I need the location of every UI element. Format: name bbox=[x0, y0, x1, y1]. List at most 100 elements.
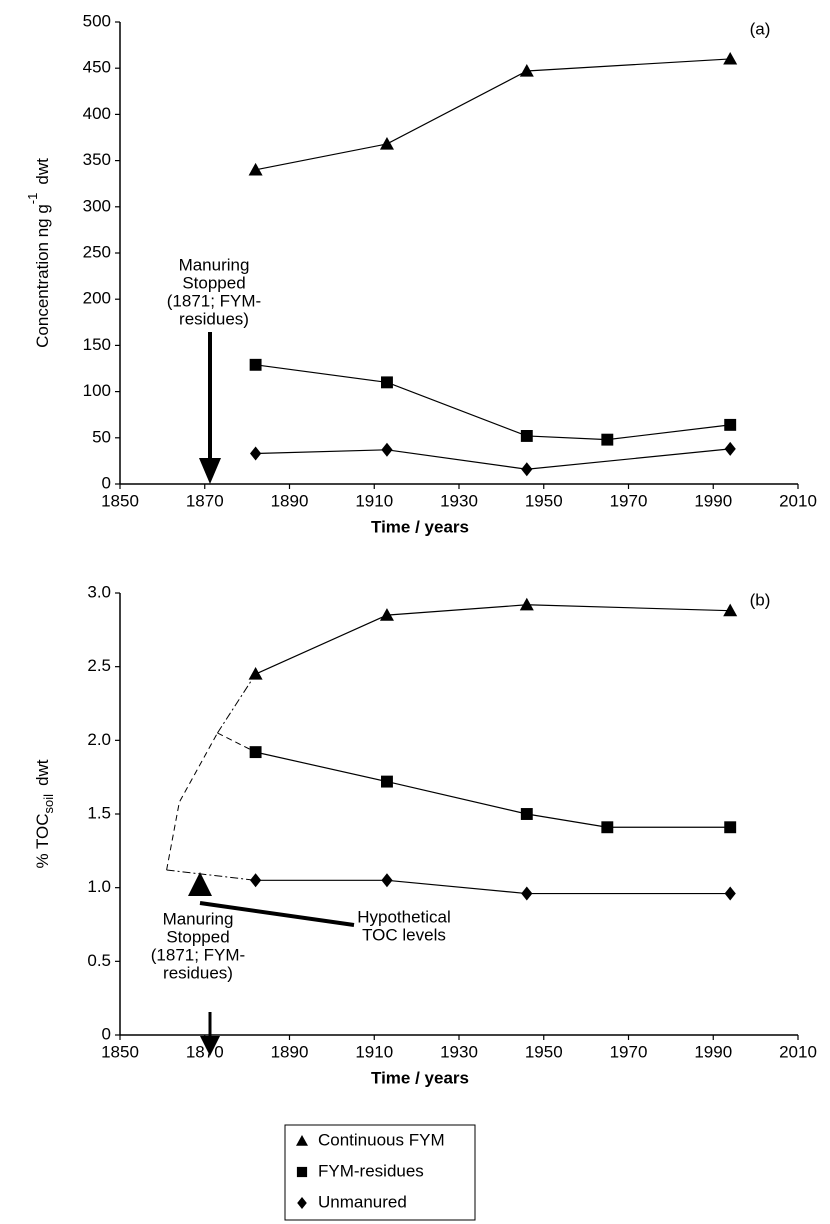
legend-marker bbox=[296, 1135, 308, 1146]
y-tick-label: 500 bbox=[83, 11, 111, 30]
annotation: residues) bbox=[163, 963, 233, 982]
series-line bbox=[255, 58, 731, 171]
annotation: Hypothetical bbox=[357, 907, 451, 926]
x-tick-label: 1850 bbox=[101, 491, 139, 510]
annotation: (1871; FYM- bbox=[151, 945, 245, 964]
y-tick-label: 200 bbox=[83, 289, 111, 308]
annotation: Manuring bbox=[179, 255, 250, 274]
series-line bbox=[255, 604, 731, 675]
data-point bbox=[248, 162, 263, 176]
annotation: (1871; FYM- bbox=[167, 291, 261, 310]
x-tick-label: 1990 bbox=[694, 491, 732, 510]
y-tick-label: 100 bbox=[83, 381, 111, 400]
legend-marker bbox=[296, 1166, 308, 1178]
data-point bbox=[381, 376, 393, 389]
x-axis-title: Time / years bbox=[371, 517, 469, 536]
x-tick-label: 1850 bbox=[101, 1042, 139, 1061]
x-tick-label: 1950 bbox=[525, 491, 563, 510]
x-tick-label: 1970 bbox=[610, 491, 648, 510]
data-point bbox=[379, 136, 394, 150]
data-point bbox=[250, 446, 262, 461]
annotation-arrowhead bbox=[200, 1036, 220, 1056]
hypothetical-line bbox=[217, 673, 257, 734]
y-tick-label: 450 bbox=[83, 58, 111, 77]
hypothetical-line bbox=[217, 732, 256, 753]
y-tick-label: 250 bbox=[83, 242, 111, 261]
y-tick-label: 50 bbox=[92, 427, 111, 446]
data-point bbox=[520, 430, 533, 442]
x-tick-label: 1990 bbox=[694, 1042, 732, 1061]
series-line bbox=[255, 751, 731, 828]
y-axis-title-sub: soil bbox=[41, 794, 56, 814]
y-axis-title-unit: dwt bbox=[33, 759, 52, 786]
x-tick-label: 1950 bbox=[525, 1042, 563, 1061]
data-point bbox=[521, 462, 533, 477]
data-point bbox=[248, 667, 263, 680]
data-point bbox=[724, 821, 737, 834]
x-tick-label: 1870 bbox=[186, 491, 224, 510]
annotation: TOC levels bbox=[362, 925, 446, 944]
y-tick-label: 0 bbox=[102, 473, 111, 492]
y-tick-label: 1.0 bbox=[87, 877, 111, 896]
annotation: Stopped bbox=[182, 273, 245, 292]
data-point bbox=[379, 608, 394, 621]
x-tick-label: 1970 bbox=[610, 1042, 648, 1061]
legend-label: FYM-residues bbox=[318, 1161, 424, 1180]
y-tick-label: 3.0 bbox=[87, 582, 111, 601]
annotation: Manuring bbox=[163, 909, 234, 928]
data-point bbox=[724, 886, 736, 901]
y-tick-label: 150 bbox=[83, 335, 111, 354]
annotation-marker bbox=[188, 872, 212, 896]
series-line bbox=[255, 364, 731, 441]
y-tick-label: 0.5 bbox=[87, 951, 111, 970]
data-point bbox=[381, 442, 393, 457]
y-tick-label: 0 bbox=[102, 1024, 111, 1043]
y-tick-label: 350 bbox=[83, 150, 111, 169]
y-tick-label: 300 bbox=[83, 196, 111, 215]
y-axis-title-main: % TOC bbox=[33, 813, 52, 868]
y-tick-label: 2.0 bbox=[87, 730, 111, 749]
data-point bbox=[601, 821, 614, 834]
data-point bbox=[520, 808, 533, 820]
data-point bbox=[519, 63, 534, 77]
annotation: Stopped bbox=[166, 927, 229, 946]
legend-marker bbox=[297, 1197, 307, 1209]
x-tick-label: 1910 bbox=[355, 1042, 393, 1061]
panel-label: (b) bbox=[750, 590, 771, 609]
data-point bbox=[724, 418, 737, 431]
y-axis-title-unit: dwt bbox=[33, 158, 52, 185]
hypothetical-line bbox=[166, 869, 256, 881]
data-point bbox=[723, 603, 738, 617]
data-point bbox=[724, 441, 736, 456]
y-tick-label: 2.5 bbox=[87, 656, 111, 675]
legend-box bbox=[284, 1124, 476, 1221]
data-point bbox=[381, 873, 393, 888]
x-tick-label: 1890 bbox=[271, 1042, 309, 1061]
x-axis-title: Time / years bbox=[371, 1068, 469, 1087]
legend-label: Continuous FYM bbox=[318, 1130, 445, 1149]
y-tick-label: 1.5 bbox=[87, 803, 111, 822]
legend-label: Unmanured bbox=[318, 1192, 407, 1211]
data-point bbox=[723, 51, 738, 65]
panel-label: (a) bbox=[750, 19, 771, 38]
x-tick-label: 2010 bbox=[779, 491, 817, 510]
data-point bbox=[250, 873, 262, 888]
y-tick-label: 400 bbox=[83, 104, 111, 123]
annotation: residues) bbox=[179, 309, 249, 328]
annotation-arrowhead bbox=[199, 458, 221, 484]
x-tick-label: 2010 bbox=[779, 1042, 817, 1061]
x-tick-label: 1930 bbox=[440, 1042, 478, 1061]
y-axis-title-main: Concentration ng g bbox=[33, 204, 52, 348]
x-tick-label: 1890 bbox=[271, 491, 309, 510]
x-tick-label: 1910 bbox=[355, 491, 393, 510]
data-point bbox=[519, 597, 534, 611]
y-axis-title: Concentration ng g-1 dwt bbox=[25, 158, 52, 348]
x-tick-label: 1930 bbox=[440, 491, 478, 510]
y-axis-title-sup: -1 bbox=[25, 193, 40, 205]
series-line bbox=[255, 879, 731, 895]
hypothetical-line bbox=[166, 732, 218, 871]
data-point bbox=[249, 358, 262, 371]
y-axis-title: % TOCsoil dwt bbox=[33, 759, 56, 868]
